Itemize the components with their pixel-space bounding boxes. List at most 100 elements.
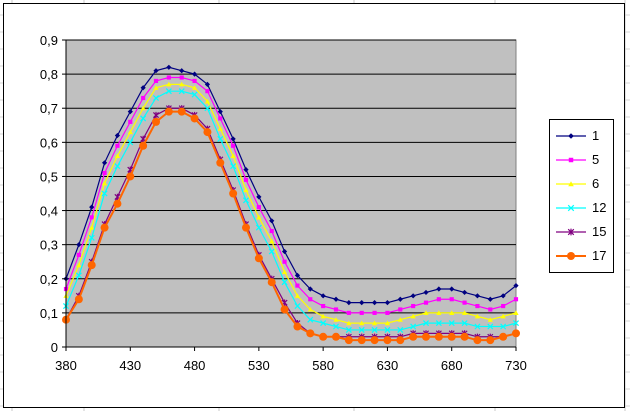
- legend-item-12[interactable]: 12: [550, 198, 613, 218]
- data-point: [474, 313, 481, 319]
- data-point: [204, 105, 211, 112]
- data-point: [321, 303, 326, 309]
- axes: [65, 40, 516, 348]
- data-point: [449, 310, 455, 315]
- data-point: [88, 234, 95, 241]
- data-point: [114, 153, 121, 159]
- data-point: [512, 320, 520, 327]
- data-point: [397, 326, 404, 333]
- data-point: [113, 199, 122, 208]
- y-tick-label: 0,6: [40, 135, 58, 150]
- data-point: [89, 215, 94, 220]
- data-point: [204, 81, 211, 87]
- y-tick-label: 0,5: [40, 169, 58, 184]
- data-point: [410, 313, 416, 319]
- data-point: [333, 317, 339, 322]
- data-point: [474, 323, 481, 330]
- data-point: [385, 310, 390, 315]
- data-point: [487, 323, 494, 330]
- data-point: [488, 307, 493, 312]
- data-point: [242, 223, 250, 232]
- data-point: [179, 75, 184, 80]
- data-point: [487, 296, 493, 302]
- legend-label: 12: [592, 200, 607, 215]
- data-point: [166, 75, 171, 80]
- legend-swatch: [556, 133, 586, 139]
- data-point: [115, 143, 120, 148]
- data-point: [319, 332, 328, 341]
- data-point: [229, 189, 238, 198]
- data-point: [397, 296, 403, 302]
- x-tick-label: 680: [441, 358, 463, 373]
- data-point: [500, 313, 506, 319]
- legend[interactable]: 1 5 6 12 15 17: [549, 119, 614, 273]
- data-point: [153, 68, 159, 74]
- data-point: [243, 177, 249, 182]
- data-point: [320, 293, 326, 299]
- data-point: [217, 126, 223, 131]
- legend-item-1[interactable]: 1: [550, 126, 613, 146]
- data-point: [243, 167, 249, 173]
- legend-swatch: [556, 181, 586, 187]
- series-17[interactable]: [62, 107, 520, 345]
- data-point: [230, 153, 236, 159]
- data-point: [153, 78, 159, 84]
- data-point: [306, 329, 315, 338]
- series-line: [65, 83, 517, 324]
- data-point: [371, 326, 378, 333]
- data-point: [513, 283, 519, 289]
- data-point: [76, 262, 82, 268]
- series-12[interactable]: [62, 88, 520, 333]
- series-5[interactable]: [63, 75, 519, 315]
- data-point: [100, 223, 109, 232]
- data-point: [294, 293, 301, 298]
- series-1[interactable]: [63, 64, 519, 306]
- data-point: [267, 278, 276, 287]
- chart-area[interactable]: 0 0,1 0,2 0,3 0,4 0,5 0,6 0,7 0,8 0,9 380 430 480 53…: [3, 3, 625, 408]
- data-point: [281, 279, 288, 286]
- data-point: [372, 310, 377, 315]
- data-point: [152, 117, 160, 126]
- x-tick-label: 430: [119, 358, 141, 373]
- legend-swatch: [556, 252, 586, 260]
- data-point: [346, 320, 352, 326]
- data-point: [333, 307, 339, 312]
- legend-item-6[interactable]: 6: [550, 174, 613, 194]
- data-point: [74, 295, 83, 304]
- data-point: [242, 197, 250, 204]
- legend-label: 15: [592, 224, 607, 239]
- data-point: [218, 116, 223, 121]
- data-point: [320, 320, 327, 327]
- data-point: [462, 300, 467, 305]
- data-point: [191, 91, 198, 98]
- data-point: [269, 218, 275, 224]
- data-point: [359, 300, 365, 306]
- series-6[interactable]: [63, 81, 519, 326]
- legend-item-5[interactable]: 5: [550, 150, 613, 170]
- data-point: [192, 78, 197, 84]
- data-point: [447, 332, 456, 341]
- data-point: [423, 310, 429, 315]
- legend-item-17[interactable]: 17: [550, 246, 613, 266]
- data-point: [280, 305, 289, 314]
- legend-item-15[interactable]: 15: [550, 222, 613, 242]
- data-point: [501, 303, 506, 309]
- data-point: [205, 89, 210, 94]
- data-point: [410, 323, 417, 330]
- data-point: [177, 107, 186, 116]
- data-point: [513, 310, 519, 315]
- data-point: [449, 297, 454, 302]
- y-tick-label: 0: [51, 340, 58, 355]
- data-point: [473, 336, 482, 345]
- data-point: [140, 85, 146, 91]
- data-point: [474, 293, 481, 299]
- y-tick-label: 0,4: [40, 204, 58, 219]
- data-point: [486, 336, 495, 345]
- data-point: [396, 336, 405, 345]
- data-point: [191, 85, 198, 90]
- legend-label: 5: [592, 152, 600, 167]
- data-point: [76, 242, 82, 248]
- data-point: [203, 128, 212, 137]
- legend-swatch: [556, 204, 586, 212]
- data-point: [307, 316, 314, 323]
